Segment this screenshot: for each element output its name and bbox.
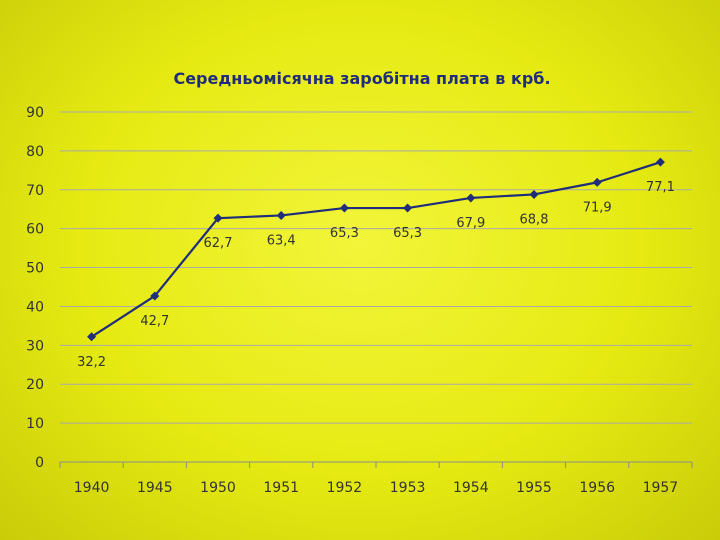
data-point-marker (466, 193, 476, 203)
y-tick-label: 0 (35, 455, 44, 471)
y-tick-label: 80 (26, 144, 44, 160)
data-point-marker (592, 177, 602, 187)
data-label: 42,7 (140, 314, 169, 329)
data-point-marker (87, 332, 97, 342)
data-label: 32,2 (77, 355, 106, 370)
data-label: 71,9 (583, 200, 612, 215)
y-tick-label: 50 (26, 261, 44, 277)
y-tick-label: 70 (26, 183, 44, 199)
data-point-marker (276, 210, 286, 220)
y-tick-label: 30 (26, 338, 44, 354)
data-point-marker (529, 189, 539, 199)
markers (87, 157, 665, 342)
data-point-marker (655, 157, 665, 167)
x-tick-label: 1950 (200, 480, 236, 496)
y-axis: 0 10 20 30 40 50 60 70 80 90 (26, 105, 44, 471)
data-point-marker (339, 203, 349, 213)
y-tick-label: 90 (26, 105, 44, 121)
data-label: 68,8 (520, 212, 549, 227)
x-tick-label: 1953 (390, 480, 426, 496)
data-label: 67,9 (456, 216, 485, 231)
y-tick-label: 10 (26, 416, 44, 432)
chart-title: Середньомісячна заробітна плата в крб. (173, 69, 550, 88)
x-tick-label: 1951 (263, 480, 299, 496)
y-tick-label: 60 (26, 222, 44, 238)
y-tick-label: 20 (26, 377, 44, 393)
data-point-marker (150, 291, 160, 301)
x-tick-label: 1954 (453, 480, 489, 496)
data-labels: 32,2 42,7 62,7 63,4 65,3 65,3 67,9 68,8 71,9 77,1 (77, 180, 675, 370)
gridlines (60, 111, 692, 424)
x-axis: 1940 1945 1950 1951 1952 1953 1954 1955 1956 1957 (59, 461, 693, 496)
x-tick-label: 1940 (74, 480, 110, 496)
series-line (91, 161, 661, 338)
y-tick-label: 40 (26, 299, 44, 315)
x-tick-label: 1957 (643, 480, 679, 496)
data-label: 77,1 (646, 180, 675, 195)
x-tick-label: 1952 (327, 480, 363, 496)
data-label: 65,3 (393, 226, 422, 241)
x-tick-label: 1945 (137, 480, 173, 496)
x-tick-label: 1955 (516, 480, 552, 496)
data-label: 65,3 (330, 226, 359, 241)
data-label: 62,7 (204, 236, 233, 251)
data-label: 63,4 (267, 233, 296, 248)
x-tick-label: 1956 (579, 480, 615, 496)
series-layer (91, 161, 661, 338)
data-point-marker (213, 213, 223, 223)
data-point-marker (403, 203, 413, 213)
